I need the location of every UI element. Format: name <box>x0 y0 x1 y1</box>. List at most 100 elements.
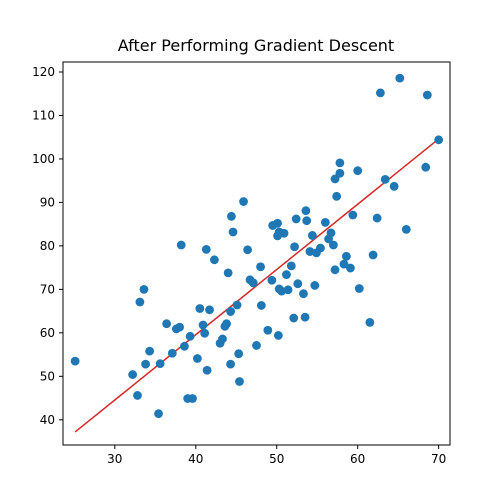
scatter-point <box>193 354 202 363</box>
plot-area: 30 40 50 60 70 40 50 60 70 80 90 100 110 120 <box>32 61 451 466</box>
scatter-point <box>307 231 317 240</box>
scatter-point <box>256 262 265 272</box>
scatter-point <box>155 359 165 369</box>
scatter-point <box>421 162 431 172</box>
scatter-point <box>162 319 172 329</box>
scatter-point <box>243 245 252 255</box>
scatter-point <box>273 218 282 228</box>
scatter-point <box>329 240 338 250</box>
scatter-point <box>395 73 405 83</box>
scatter-point <box>273 331 283 340</box>
chart-title: After Performing Gradient Descent <box>118 36 394 55</box>
scatter-point <box>301 206 311 216</box>
x-tick-label: 50 <box>269 452 284 466</box>
scatter-point <box>239 197 248 206</box>
scatter-point <box>167 348 177 358</box>
scatter-point <box>326 228 336 238</box>
scatter-point <box>401 224 411 234</box>
scatter-point <box>286 261 296 271</box>
scatter-point <box>128 370 138 379</box>
scatter-point <box>282 270 291 279</box>
scatter-point <box>198 320 208 330</box>
y-tick-label: 110 <box>32 108 55 122</box>
scatter-point <box>201 244 211 254</box>
scatter-point <box>188 394 197 403</box>
scatter-point <box>368 250 378 260</box>
scatter-point <box>293 279 303 289</box>
scatter-point <box>70 356 80 366</box>
scatter-point <box>234 349 244 359</box>
scatter-point <box>332 191 342 201</box>
scatter-point <box>335 168 345 178</box>
scatter-point <box>175 322 184 332</box>
scatter-point <box>348 210 358 220</box>
scatter-point <box>289 313 299 323</box>
scatter-point <box>335 158 345 168</box>
scatter-point <box>302 216 312 226</box>
scatter-point <box>185 331 195 341</box>
scatter-point <box>300 312 310 322</box>
scatter-point <box>180 341 189 351</box>
scatter-point <box>200 328 210 338</box>
scatter-point <box>135 297 145 307</box>
scatter-point <box>226 307 235 316</box>
scatter-point <box>339 259 349 269</box>
scatter-point <box>218 334 227 344</box>
scatter-point <box>434 135 444 145</box>
scatter-point <box>380 174 390 184</box>
scatter-point <box>346 263 355 273</box>
y-tick-label: 40 <box>40 413 55 427</box>
scatter-point <box>154 409 163 419</box>
axes-frame <box>62 61 451 446</box>
x-tick-label: 70 <box>431 452 446 466</box>
scatter-point <box>232 300 242 310</box>
scatter-point <box>133 391 142 400</box>
y-tick-label: 60 <box>40 326 55 340</box>
scatter-point <box>256 301 266 310</box>
scatter-point <box>372 213 382 223</box>
scatter-point <box>176 240 186 250</box>
scatter-point <box>139 284 149 294</box>
scatter-point <box>205 305 214 315</box>
scatter-point <box>252 341 261 350</box>
scatter-point <box>283 285 293 295</box>
regression-line <box>74 138 440 433</box>
scatter-point <box>195 304 205 313</box>
scatter-point <box>263 325 273 335</box>
scatter-point <box>316 243 325 253</box>
y-tick-label: 50 <box>40 369 55 383</box>
scatter-point <box>389 181 399 191</box>
scatter-point <box>375 88 385 98</box>
y-tick-label: 80 <box>40 239 55 253</box>
scatter-point <box>299 289 308 299</box>
scatter-point <box>279 228 289 238</box>
scatter-point <box>290 242 299 252</box>
x-tick-label: 30 <box>107 452 122 466</box>
scatter-point <box>228 227 238 237</box>
scatter-point <box>320 218 330 227</box>
scatter-point <box>202 365 212 375</box>
y-tick-label: 100 <box>32 152 55 166</box>
x-tick-label: 60 <box>350 452 365 466</box>
x-tick-label: 40 <box>188 452 203 466</box>
scatter-point <box>330 265 340 275</box>
scatter-point <box>341 251 351 261</box>
scatter-point <box>235 377 244 386</box>
scatter-point <box>223 268 233 278</box>
scatter-point <box>353 166 363 176</box>
scatter-point <box>222 319 231 329</box>
scatter-point <box>145 346 155 356</box>
scatter-point <box>248 278 258 288</box>
y-tick-label: 70 <box>40 282 55 296</box>
scatter-point <box>365 318 375 327</box>
scatter-point <box>210 255 219 265</box>
scatter-point <box>227 211 236 221</box>
scatter-point <box>267 275 277 285</box>
scatter-point <box>141 359 150 369</box>
scatter-point <box>226 359 235 369</box>
scatter-point <box>354 284 364 293</box>
scatter-point <box>310 281 320 290</box>
scatter-point <box>291 214 301 224</box>
